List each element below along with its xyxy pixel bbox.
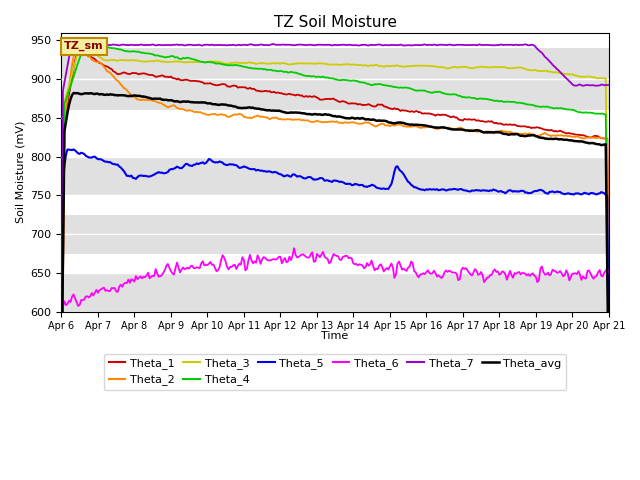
Title: TZ Soil Moisture: TZ Soil Moisture <box>274 15 397 30</box>
Bar <box>61 48 609 110</box>
Legend: Theta_1, Theta_2, Theta_3, Theta_4, Theta_5, Theta_6, Theta_7, Theta_avg: Theta_1, Theta_2, Theta_3, Theta_4, Thet… <box>104 354 566 390</box>
Bar <box>61 273 609 312</box>
X-axis label: Time: Time <box>321 331 349 341</box>
Bar <box>61 215 609 253</box>
Bar <box>61 156 609 195</box>
Y-axis label: Soil Moisture (mV): Soil Moisture (mV) <box>15 121 25 223</box>
Text: TZ_sm: TZ_sm <box>64 41 104 51</box>
